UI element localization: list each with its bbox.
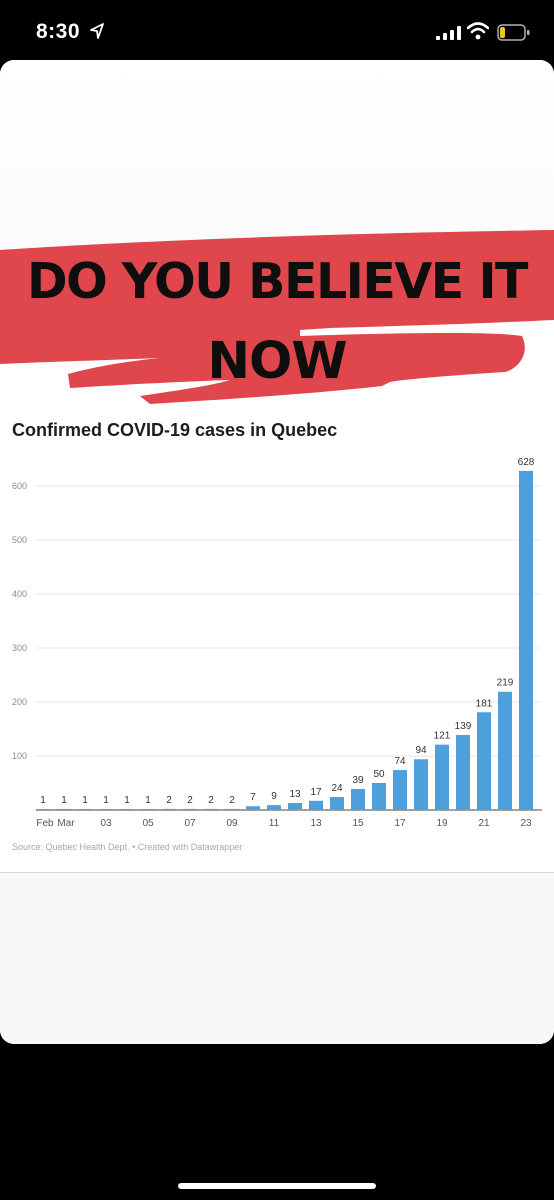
bar-value-label: 94	[415, 745, 427, 756]
bar	[414, 759, 428, 810]
bar-value-label: 13	[289, 789, 301, 800]
bar-value-label: 1	[61, 795, 67, 806]
bar-value-label: 139	[455, 721, 472, 732]
bar-value-label: 24	[331, 783, 343, 794]
bar	[36, 809, 50, 810]
bar	[204, 809, 218, 810]
bar-value-label: 7	[250, 792, 256, 803]
x-tick-label: 17	[394, 818, 406, 829]
x-tick-label: 21	[478, 818, 490, 829]
bar	[372, 783, 386, 810]
x-tick-label: 05	[142, 818, 154, 829]
bar-value-label: 219	[497, 678, 514, 689]
bar-value-label: 181	[476, 698, 493, 709]
bar-value-label: 17	[310, 787, 322, 798]
bar-value-label: 1	[82, 795, 88, 806]
bar	[162, 809, 176, 810]
bar-value-label: 74	[394, 756, 406, 767]
home-indicator[interactable]	[178, 1183, 376, 1189]
bar	[330, 797, 344, 810]
x-tick-label: 09	[226, 818, 238, 829]
bar-value-label: 1	[40, 795, 46, 806]
bar-value-label: 50	[373, 769, 385, 780]
x-tick-label: 19	[436, 818, 448, 829]
y-tick-label: 200	[12, 697, 27, 707]
status-bar: 8:30	[0, 0, 554, 60]
x-tick-label: 03	[100, 818, 112, 829]
bar-value-label: 2	[187, 795, 193, 806]
x-tick-label: 07	[184, 818, 196, 829]
status-time: 8:30	[36, 20, 80, 44]
bar	[477, 712, 491, 810]
location-arrow-icon	[90, 23, 104, 39]
bar	[78, 809, 92, 810]
bar-value-label: 2	[208, 795, 214, 806]
bar-value-label: 1	[145, 795, 151, 806]
bar	[99, 809, 113, 810]
bar-value-label: 2	[166, 795, 172, 806]
headline-line-2: NOW	[0, 332, 554, 391]
bar-value-label: 628	[518, 457, 535, 468]
bar	[435, 745, 449, 810]
bar-value-label: 1	[124, 795, 130, 806]
bar	[309, 801, 323, 810]
bar	[288, 803, 302, 810]
card-bottom-area	[0, 873, 554, 1044]
bar	[267, 805, 281, 810]
chart-title: Confirmed COVID-19 cases in Quebec	[12, 420, 337, 441]
bar	[141, 809, 155, 810]
bar-value-label: 121	[434, 731, 451, 742]
source-note: Source: Quebec Health Dept. • Created wi…	[12, 842, 242, 852]
bar	[225, 809, 239, 810]
x-tick-label: 23	[520, 818, 532, 829]
x-tick-label: 13	[310, 818, 322, 829]
bar-value-label: 39	[352, 775, 364, 786]
bar-value-label: 9	[271, 791, 277, 802]
bar	[183, 809, 197, 810]
bar	[57, 809, 71, 810]
bar	[120, 809, 134, 810]
bar-value-label: 2	[229, 795, 235, 806]
headline-line-1: DO YOU BELIEVE IT	[0, 253, 554, 310]
battery-icon	[497, 24, 531, 41]
x-tick-label: 15	[352, 818, 364, 829]
x-tick-label: 11	[269, 818, 280, 829]
y-tick-label: 100	[12, 751, 27, 761]
y-tick-label: 400	[12, 589, 27, 599]
x-tick-label: Feb	[36, 818, 54, 829]
bar-value-label: 1	[103, 795, 109, 806]
cellular-signal-icon	[436, 26, 462, 40]
y-tick-label: 300	[12, 643, 27, 653]
bar	[246, 806, 260, 810]
bar	[498, 692, 512, 810]
wifi-icon	[467, 22, 489, 40]
bar	[351, 789, 365, 810]
bar	[519, 471, 533, 810]
post-image-card: DO YOU BELIEVE IT NOW Confirmed COVID-19…	[0, 60, 554, 1044]
bar	[393, 770, 407, 810]
y-tick-label: 600	[12, 481, 27, 491]
bar	[456, 735, 470, 810]
y-tick-label: 500	[12, 535, 27, 545]
x-tick-label: Mar	[57, 818, 75, 829]
